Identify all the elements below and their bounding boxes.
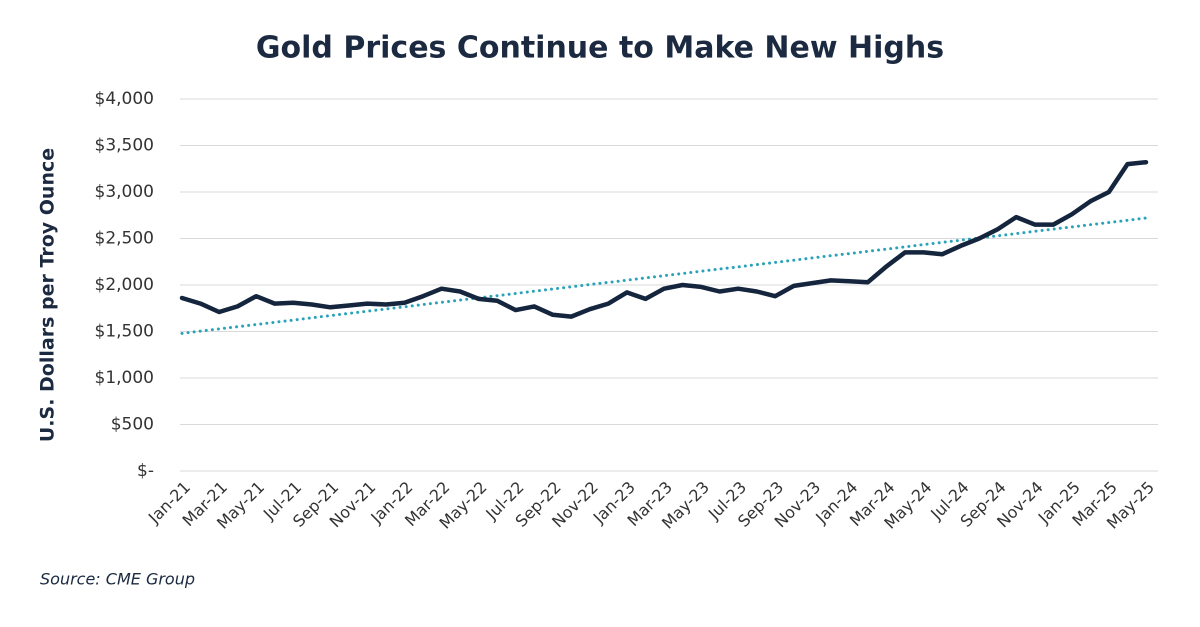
y-tick-label: $2,000 <box>95 275 154 295</box>
price-line <box>179 159 1149 319</box>
y-tick-label: $500 <box>111 415 154 435</box>
y-tick-label: $3,500 <box>95 136 154 156</box>
y-tick-label: $2,500 <box>95 229 154 249</box>
y-tick-label: $4,000 <box>95 89 154 109</box>
source-note: Source: CME Group <box>40 570 195 589</box>
chart-title: Gold Prices Continue to Make New Highs <box>256 31 944 66</box>
y-tick-label: $- <box>137 461 154 481</box>
y-axis-title: U.S. Dollars per Troy Ounce <box>37 148 59 442</box>
y-tick-label: $1,000 <box>95 368 154 388</box>
y-tick-label: $1,500 <box>95 322 154 342</box>
trend-line <box>180 216 1148 335</box>
y-tick-label: $3,000 <box>95 182 154 202</box>
